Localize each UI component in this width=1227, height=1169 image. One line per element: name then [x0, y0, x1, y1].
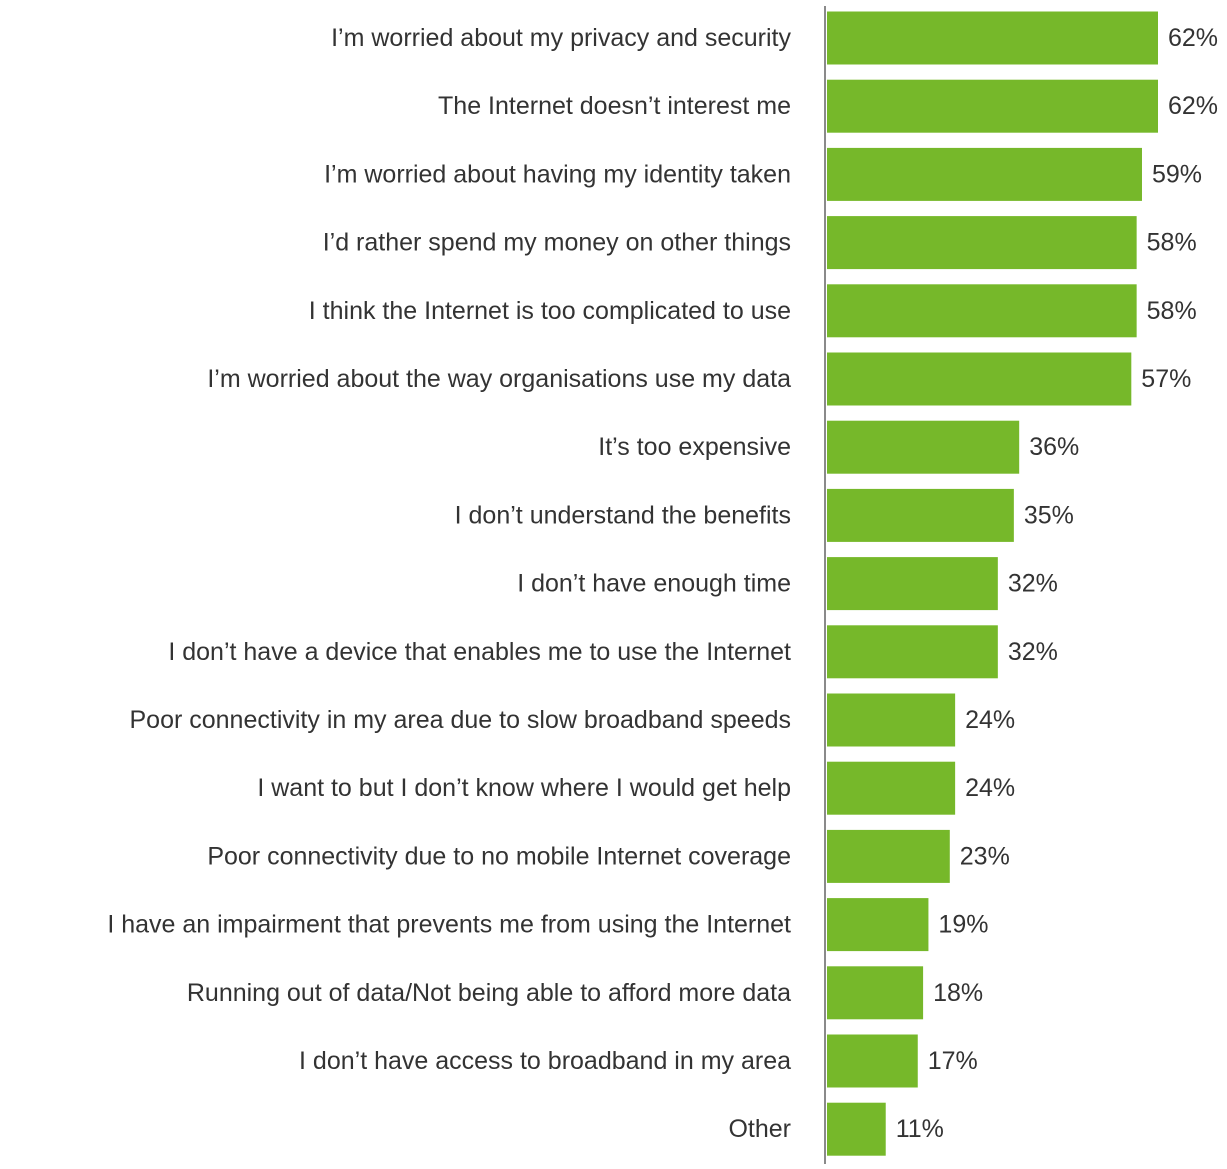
bar [827, 352, 1132, 406]
value-label: 32% [1008, 638, 1058, 666]
category-label: Other [728, 1115, 791, 1143]
category-label: I don’t have a device that enables me to… [168, 638, 791, 666]
value-label: 57% [1141, 365, 1191, 393]
value-label: 35% [1024, 501, 1074, 529]
value-label: 18% [933, 979, 983, 1007]
bar [827, 284, 1137, 338]
category-label: The Internet doesn’t interest me [438, 92, 791, 120]
category-label: I have an impairment that prevents me fr… [107, 911, 791, 939]
category-label: I don’t have access to broadband in my a… [299, 1047, 791, 1075]
category-label: Poor connectivity in my area due to slow… [130, 706, 792, 734]
category-label: I’m worried about having my identity tak… [324, 160, 791, 188]
value-label: 11% [896, 1115, 944, 1143]
bar [827, 79, 1158, 133]
bars [827, 11, 1158, 1156]
bar [827, 216, 1137, 270]
category-label: It’s too expensive [598, 433, 791, 461]
category-label: I think the Internet is too complicated … [309, 297, 791, 325]
bar [827, 898, 929, 952]
bar [827, 147, 1142, 201]
category-labels: I’m worried about my privacy and securit… [107, 24, 791, 1143]
category-label: I’m worried about my privacy and securit… [331, 24, 791, 52]
category-label: I don’t understand the benefits [455, 501, 791, 529]
value-label: 62% [1168, 24, 1218, 52]
bar [827, 11, 1158, 65]
value-label: 32% [1008, 570, 1058, 598]
category-label: Running out of data/Not being able to af… [187, 979, 791, 1007]
value-label: 36% [1029, 433, 1079, 461]
bar [827, 829, 950, 883]
category-label: I’d rather spend my money on other thing… [323, 229, 791, 257]
value-label: 58% [1147, 297, 1197, 325]
value-label: 17% [928, 1047, 978, 1075]
value-label: 24% [965, 706, 1015, 734]
bar [827, 1102, 886, 1156]
category-label: Poor connectivity due to no mobile Inter… [207, 842, 791, 870]
value-label: 58% [1147, 229, 1197, 257]
value-label: 59% [1152, 160, 1202, 188]
bar [827, 1034, 918, 1088]
bar [827, 625, 998, 679]
category-label: I’m worried about the way organisations … [207, 365, 791, 393]
bar [827, 693, 956, 747]
value-label: 62% [1168, 92, 1218, 120]
value-label: 24% [965, 774, 1015, 802]
bar [827, 966, 924, 1020]
bar [827, 761, 956, 815]
category-label: I want to but I don’t know where I would… [257, 774, 791, 802]
value-label: 23% [960, 842, 1010, 870]
bar [827, 488, 1014, 542]
bar [827, 420, 1020, 474]
category-label: I don’t have enough time [517, 570, 791, 598]
value-labels: 62% 62% 59% 58% 58% 57% 36% 35% 32% 32% 24% 24% 23% 1… [896, 24, 1218, 1143]
bar [827, 557, 998, 611]
value-label: 19% [938, 911, 988, 939]
